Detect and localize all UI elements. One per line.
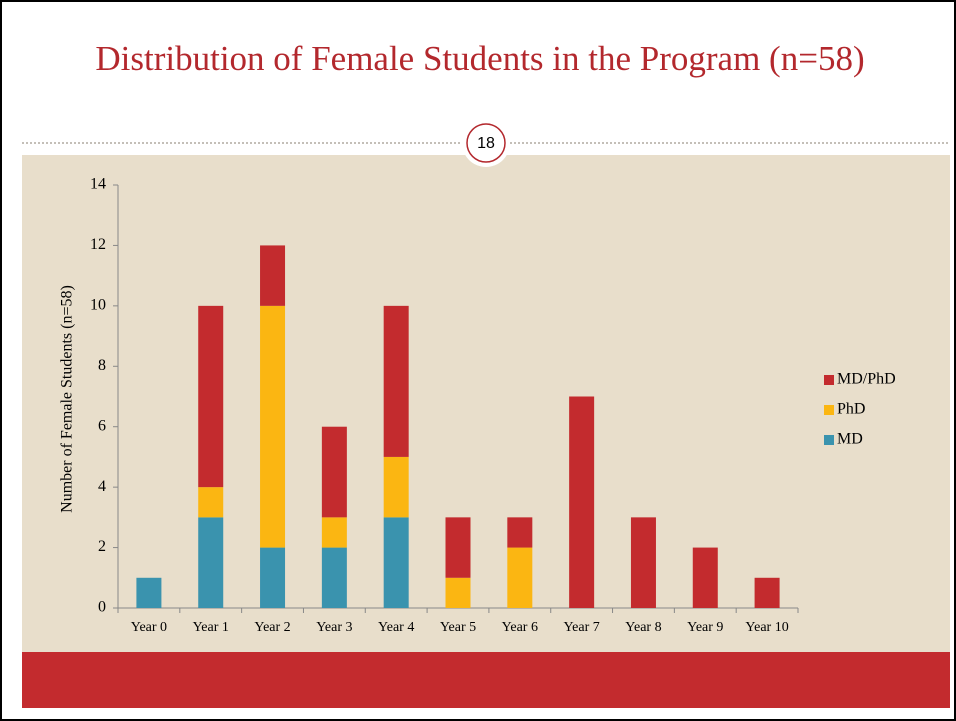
y-tick-label: 2 — [98, 538, 106, 555]
x-tick-label: Year 4 — [378, 620, 414, 635]
bar-segment — [136, 577, 162, 608]
bar-segment — [198, 305, 224, 488]
bar-segment — [383, 517, 409, 608]
legend-label: MD/PhD — [837, 371, 896, 388]
x-tick-label: Year 7 — [563, 620, 599, 635]
y-tick-label: 12 — [90, 236, 106, 253]
legend-label: PhD — [837, 401, 865, 418]
bar-segment — [198, 487, 224, 518]
legend-swatch — [824, 405, 834, 415]
x-tick-label: Year 8 — [625, 620, 661, 635]
x-tick-label: Year 1 — [193, 620, 229, 635]
footer-bar — [22, 652, 950, 708]
bar-segment — [383, 305, 409, 457]
bar-segment — [383, 456, 409, 518]
x-tick-label: Year 2 — [254, 620, 290, 635]
bar-segment — [630, 517, 656, 608]
y-tick-label: 14 — [90, 176, 106, 193]
x-tick-label: Year 0 — [131, 620, 167, 635]
bar-segment — [445, 517, 471, 578]
plot-background — [22, 155, 950, 652]
bar-segment — [321, 426, 347, 518]
slide-title: Distribution of Female Students in the P… — [95, 39, 865, 78]
bar-segment — [692, 547, 718, 608]
x-tick-label: Year 9 — [687, 620, 723, 635]
bar-segment — [260, 305, 286, 548]
y-tick-label: 8 — [98, 357, 106, 374]
y-axis-label: Number of Female Students (n=58) — [59, 285, 76, 513]
bar-segment — [754, 577, 780, 608]
legend-swatch — [824, 375, 834, 385]
bar-segment — [321, 517, 347, 548]
y-tick-label: 4 — [98, 478, 106, 495]
y-tick-label: 0 — [98, 599, 106, 616]
slide-number: 18 — [477, 135, 495, 152]
x-tick-label: Year 6 — [502, 620, 538, 635]
x-tick-label: Year 3 — [316, 620, 352, 635]
legend-label: MD — [837, 431, 863, 448]
bar-segment — [260, 245, 286, 306]
legend-swatch — [824, 435, 834, 445]
bar-segment — [569, 396, 595, 608]
y-tick-label: 6 — [98, 417, 106, 434]
bar-segment — [507, 517, 533, 548]
bar-segment — [321, 547, 347, 608]
x-tick-label: Year 10 — [745, 620, 788, 635]
slide-number-ring — [466, 123, 506, 163]
bar-segment — [507, 547, 533, 608]
y-tick-label: 10 — [90, 297, 106, 314]
x-tick-label: Year 5 — [440, 620, 476, 635]
bar-segment — [445, 577, 471, 608]
bar-segment — [260, 547, 286, 608]
bar-segment — [198, 517, 224, 608]
